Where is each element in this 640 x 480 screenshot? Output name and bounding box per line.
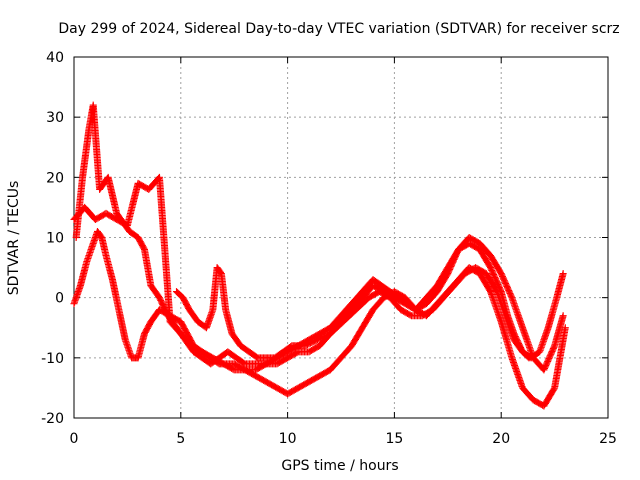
- data-point-marker: [525, 354, 533, 362]
- y-tick-label: 0: [55, 291, 64, 307]
- chart-title: Day 299 of 2024, Sidereal Day-to-day VTE…: [58, 21, 619, 37]
- x-tick-label: 10: [279, 431, 297, 447]
- y-tick-label: 40: [46, 50, 64, 66]
- grid: [74, 57, 608, 418]
- x-tick-label: 5: [176, 431, 185, 447]
- x-tick-label: 25: [599, 431, 617, 447]
- data-point-marker: [559, 312, 567, 320]
- y-tick-label: 10: [46, 231, 64, 247]
- data-point-marker: [559, 270, 567, 278]
- axis-ticks: 0 5 10 15 20 25 -20 -10 0 10 20 30 40: [41, 50, 617, 447]
- y-tick-label: -20: [41, 411, 64, 427]
- series-track-4: [173, 264, 533, 362]
- y-axis-title: SDTVAR / TECUs: [6, 181, 22, 296]
- x-axis-title: GPS time / hours: [281, 458, 398, 474]
- y-tick-label: 20: [46, 170, 64, 186]
- data-points: [70, 101, 569, 410]
- x-tick-label: 15: [385, 431, 403, 447]
- data-point-marker: [524, 353, 532, 361]
- x-tick-label: 0: [70, 431, 79, 447]
- x-tick-label: 20: [492, 431, 510, 447]
- series-track-3: [72, 101, 567, 374]
- y-tick-label: -10: [41, 351, 64, 367]
- y-tick-label: 30: [46, 110, 64, 126]
